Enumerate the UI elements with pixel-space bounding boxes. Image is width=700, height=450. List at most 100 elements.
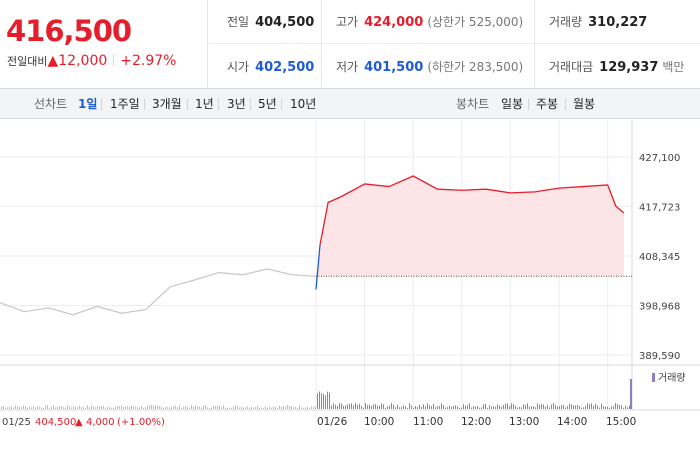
x-axis-labels: 01/26 10:00 11:00 12:00 13:00 14:00 15:00 [317, 416, 636, 428]
tab-1week[interactable]: 1주일 [110, 97, 140, 111]
volume-bar [327, 391, 328, 409]
price-chart[interactable]: 427,100 417,723 408,345 398,968 389,590 01/2… [0, 120, 700, 450]
volume-bar [263, 407, 264, 409]
tab-divider [250, 99, 251, 110]
prev-day-price: 404,500 [35, 417, 76, 428]
volume-bar [325, 395, 326, 409]
current-price: 416,500 [6, 14, 132, 48]
volume-bar [541, 404, 542, 409]
volume-bar [19, 406, 20, 409]
volume-bar [281, 406, 282, 409]
volume-bar [501, 406, 502, 409]
volume-bar [605, 406, 606, 409]
volume-bar [539, 404, 540, 409]
volume-bar [489, 405, 490, 409]
change-percent: +2.97% [120, 53, 177, 69]
volume-bar [77, 407, 78, 409]
volume-bar [207, 407, 208, 409]
volume-bar [65, 407, 66, 409]
tab-1day[interactable]: 1일 [78, 97, 98, 111]
volume-bar [329, 392, 330, 409]
volume-bar [121, 405, 122, 409]
volume-bar [15, 405, 16, 409]
volume-bar [339, 403, 340, 409]
volume-bar [159, 406, 160, 409]
volume-bar [189, 407, 190, 409]
volume-bar [291, 406, 292, 409]
stat-value: 404,500 [255, 15, 315, 30]
volume-bar [95, 407, 96, 409]
tab-divider [565, 99, 566, 110]
volume-bar [269, 406, 270, 409]
volume-bar [385, 407, 386, 409]
x-tick-label: 12:00 [461, 416, 491, 428]
volume-bar [305, 407, 306, 409]
chart-legend: 거래량 [652, 372, 686, 384]
volume-bar [417, 407, 418, 409]
volume-bar [585, 406, 586, 409]
volume-bar [495, 406, 496, 409]
tab-monthly-candle[interactable]: 월봉 [573, 97, 596, 111]
volume-bar [149, 405, 150, 409]
volume-bar [595, 403, 596, 409]
volume-bar [469, 403, 470, 409]
prev-day-line [0, 268, 317, 316]
volume-bar [447, 407, 448, 409]
volume-bar [129, 406, 130, 409]
volume-bar [69, 406, 70, 409]
volume-bar [615, 403, 616, 409]
stat-volume: 거래량 310,227 [549, 0, 647, 44]
volume-bar [11, 406, 12, 409]
volume-bar [619, 404, 620, 409]
volume-bar [357, 404, 358, 409]
volume-bar [421, 406, 422, 409]
volume-bar [481, 407, 482, 409]
volume-bar [59, 406, 60, 409]
volume-bar [103, 406, 104, 409]
volume-legend-swatch [652, 373, 655, 382]
volume-bar [581, 407, 582, 409]
volume-bar [169, 407, 170, 409]
volume-bar [289, 405, 290, 409]
volume-bar [279, 405, 280, 409]
tab-1year[interactable]: 1년 [195, 97, 214, 111]
stat-label: 고가 [336, 15, 359, 29]
volume-bar [445, 407, 446, 409]
volume-bar [141, 405, 142, 409]
volume-bar [579, 406, 580, 409]
volume-bar [403, 405, 404, 409]
volume-bar [341, 403, 342, 409]
volume-bar [47, 405, 48, 409]
tab-3month[interactable]: 3개월 [152, 97, 182, 111]
volume-bar [37, 406, 38, 409]
price-series [0, 175, 632, 316]
volume-bar [505, 403, 506, 409]
volume-bar [135, 406, 136, 409]
volume-bar [363, 407, 364, 409]
prev-day-change: 4,000 [86, 417, 115, 428]
volume-bar [463, 404, 464, 409]
volume-bar [83, 406, 84, 409]
volume-bar [147, 405, 148, 409]
volume-bar [287, 405, 288, 409]
volume-bar [51, 406, 52, 409]
volume-bar [167, 406, 168, 409]
tab-5year[interactable]: 5년 [258, 97, 277, 111]
volume-bar [57, 406, 58, 409]
volume-bar [515, 405, 516, 409]
tab-3year[interactable]: 3년 [227, 97, 246, 111]
volume-bar [45, 405, 46, 409]
volume-bar [599, 407, 600, 409]
volume-bar [397, 404, 398, 409]
volume-bar [295, 406, 296, 409]
tab-10year[interactable]: 10년 [290, 97, 317, 111]
volume-bar [509, 406, 510, 409]
tab-weekly-candle[interactable]: 주봉 [536, 97, 559, 111]
volume-bar [235, 405, 236, 409]
volume-bar [419, 404, 420, 409]
y-tick-label: 389,590 [639, 351, 680, 362]
volume-bar [193, 406, 194, 409]
volume-bar [533, 406, 534, 409]
upper-limit: (상한가 525,000) [427, 15, 524, 29]
tab-daily-candle[interactable]: 일봉 [501, 97, 524, 111]
